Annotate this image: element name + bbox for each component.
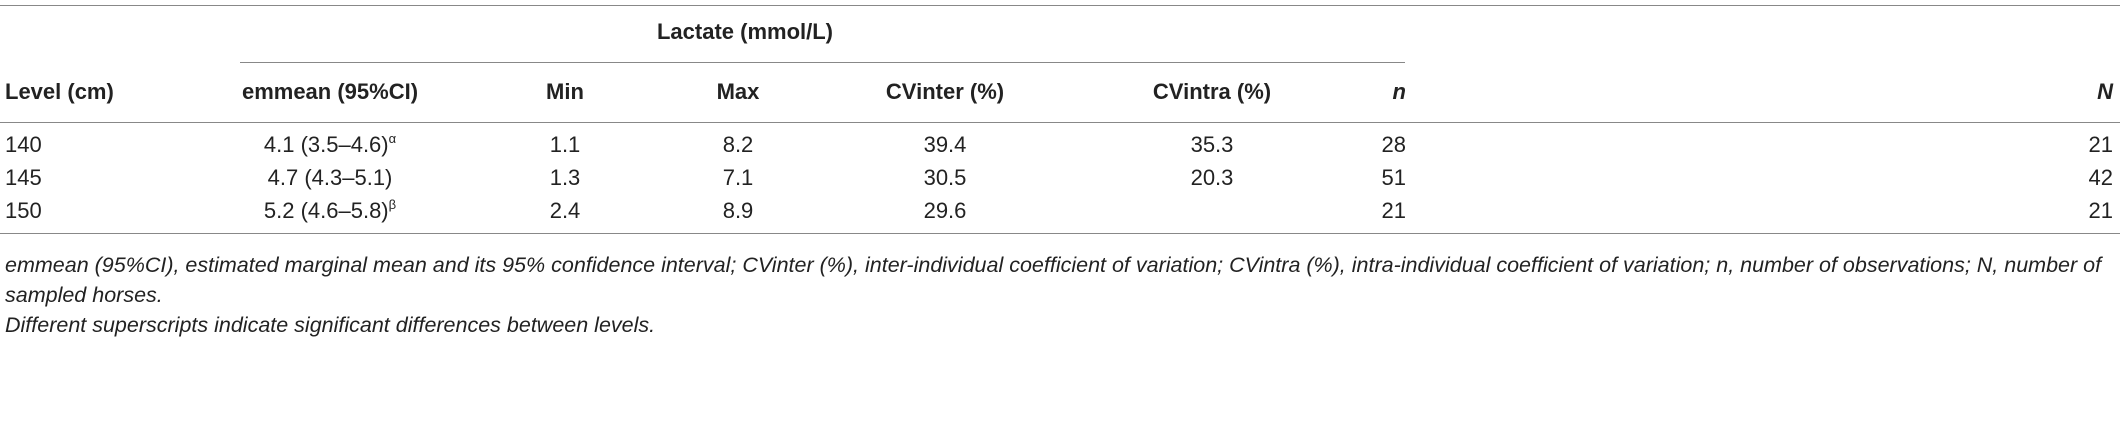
cell-text: 5.2 (4.6–5.8)	[263, 198, 389, 223]
cell: 5.2 (4.6–5.8)β	[264, 198, 396, 224]
bottom-rule	[0, 233, 2120, 234]
column-header: CVinter (%)	[885, 79, 1005, 104]
cell-text: 4.1 (3.5–4.6)	[263, 132, 389, 157]
cell-text: 4.7 (4.3–5.1)	[267, 165, 393, 190]
cell: 150	[5, 198, 42, 223]
column-header: N	[2097, 79, 2113, 104]
cell: 1.1	[549, 132, 581, 157]
cell: 42	[2088, 165, 2113, 190]
footnote: Different superscripts indicate signific…	[5, 313, 656, 337]
cell: 8.2	[722, 132, 754, 157]
cell: 28	[1381, 132, 1406, 157]
footnotes: emmean (95%CI), estimated marginal mean …	[5, 250, 2117, 340]
cell: 30.5	[923, 165, 967, 190]
cell: 1.3	[549, 165, 581, 190]
superscript: β	[388, 197, 397, 212]
cell: 4.1 (3.5–4.6)α	[264, 132, 396, 158]
cell: 35.3	[1190, 132, 1234, 157]
column-header: Max	[716, 79, 760, 104]
superscript: α	[388, 131, 397, 146]
cell: 7.1	[722, 165, 754, 190]
cell: 21	[2088, 132, 2113, 157]
top-rule	[0, 5, 2120, 6]
footnote: emmean (95%CI), estimated marginal mean …	[5, 253, 2102, 307]
column-header: emmean (95%CI)	[241, 79, 419, 104]
cell: 39.4	[923, 132, 967, 157]
cell: 20.3	[1190, 165, 1234, 190]
header-rule	[0, 122, 2120, 123]
cell: 4.7 (4.3–5.1)	[268, 165, 393, 191]
column-header: Level (cm)	[5, 79, 114, 104]
cell: 21	[2088, 198, 2113, 223]
column-header: Min	[546, 79, 584, 104]
cell: 8.9	[722, 198, 754, 223]
cell: 29.6	[923, 198, 967, 223]
column-header: n	[1392, 79, 1406, 104]
cell: 140	[5, 132, 42, 157]
cell: 145	[5, 165, 42, 190]
cell: 51	[1381, 165, 1406, 190]
group-header: Lactate (mmol/L)	[656, 19, 834, 44]
cell: 2.4	[549, 198, 581, 223]
group-rule	[240, 62, 1405, 63]
cell: 21	[1381, 198, 1406, 223]
column-header: CVintra (%)	[1152, 79, 1272, 104]
